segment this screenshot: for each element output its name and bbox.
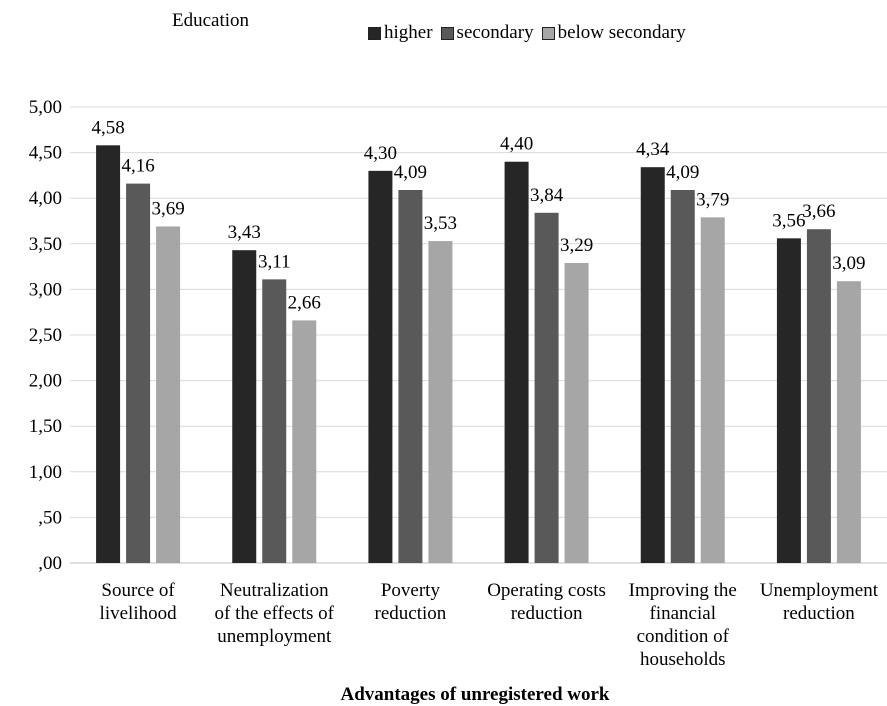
data-label: 3,29: [560, 235, 593, 256]
x-axis-title: Advantages of unregistered work: [341, 684, 610, 705]
y-tick-label: 1,00: [29, 462, 62, 483]
legend-label-higher: higher: [384, 22, 433, 43]
data-label: 3,09: [832, 253, 865, 274]
bar-below-secondary: [156, 226, 181, 564]
data-label: 4,58: [91, 117, 124, 138]
bar-secondary: [534, 212, 559, 564]
legend-label-secondary: secondary: [456, 22, 534, 43]
bar-secondary: [398, 189, 423, 563]
x-tick-label: Poverty: [381, 580, 441, 601]
x-tick-label: financial: [650, 603, 716, 624]
data-label: 2,66: [288, 292, 321, 313]
legend-title: Education: [172, 10, 250, 31]
y-tick-label: 4,50: [29, 143, 62, 164]
data-label: 4,16: [121, 156, 154, 177]
data-label: 3,66: [802, 201, 835, 222]
bar-below-secondary: [836, 281, 861, 563]
bar-below-secondary: [564, 262, 589, 563]
y-tick-label: 1,50: [29, 416, 62, 437]
y-tick-label: 3,00: [29, 279, 62, 300]
x-tick-label: reduction: [783, 603, 855, 624]
y-tick-label: 2,50: [29, 325, 62, 346]
bar-below-secondary: [428, 241, 453, 563]
data-label: 3,79: [696, 189, 729, 210]
bar-below-secondary: [700, 217, 725, 564]
data-label: 4,34: [636, 139, 670, 160]
data-label: 4,30: [364, 143, 397, 164]
bar-higher: [640, 167, 665, 563]
bar-higher: [368, 170, 393, 563]
legend-swatch-higher: [368, 26, 381, 40]
y-tick-label: 2,00: [29, 371, 62, 392]
x-tick-label: reduction: [375, 603, 447, 624]
bar-higher: [504, 161, 529, 563]
legend-item-higher: higher: [368, 22, 433, 44]
bar-higher: [232, 250, 257, 563]
y-tick-label: 3,50: [29, 234, 62, 255]
y-tick-label: ,50: [38, 507, 62, 528]
x-tick-label: Improving the: [629, 580, 737, 601]
x-tick-label: households: [640, 649, 726, 670]
legend-label-below-secondary: below secondary: [557, 22, 686, 43]
x-tick-label: Operating costs: [487, 580, 606, 601]
x-tick-label: unemployment: [217, 626, 332, 647]
bar-secondary: [670, 189, 695, 563]
data-label: 3,53: [424, 213, 457, 234]
x-tick-label: Unemployment: [760, 580, 879, 601]
data-label: 3,56: [772, 210, 805, 231]
x-tick-label: Source of: [101, 580, 175, 601]
y-tick-label: ,00: [38, 553, 62, 574]
legend-swatch-secondary: [440, 26, 454, 40]
data-label: 3,69: [151, 198, 184, 219]
x-tick-label: livelihood: [100, 603, 178, 624]
y-tick-label: 4,00: [29, 188, 62, 209]
data-label: 4,09: [666, 162, 699, 183]
y-tick-label: 5,00: [29, 97, 62, 118]
bar-secondary: [262, 279, 287, 563]
data-label: 3,84: [530, 185, 564, 206]
x-tick-label: reduction: [511, 603, 583, 624]
data-label: 4,09: [394, 162, 427, 183]
x-tick-label: of the effects of: [215, 603, 335, 624]
bar-higher: [96, 145, 121, 563]
data-label: 3,11: [258, 251, 291, 272]
legend-swatch-below-secondary: [541, 26, 555, 40]
data-label: 3,43: [228, 222, 261, 243]
legend-item-secondary: secondary: [440, 22, 534, 44]
x-tick-label: Neutralization: [220, 580, 329, 601]
legend-item-below-secondary: below secondary: [541, 22, 686, 44]
bar-secondary: [806, 229, 831, 563]
bar-below-secondary: [292, 320, 317, 563]
legend: higher secondary below secondary: [368, 22, 694, 44]
x-tick-label: condition of: [637, 626, 730, 647]
bar-secondary: [126, 183, 151, 563]
bar-higher: [776, 238, 801, 563]
data-label: 4,40: [500, 134, 533, 155]
